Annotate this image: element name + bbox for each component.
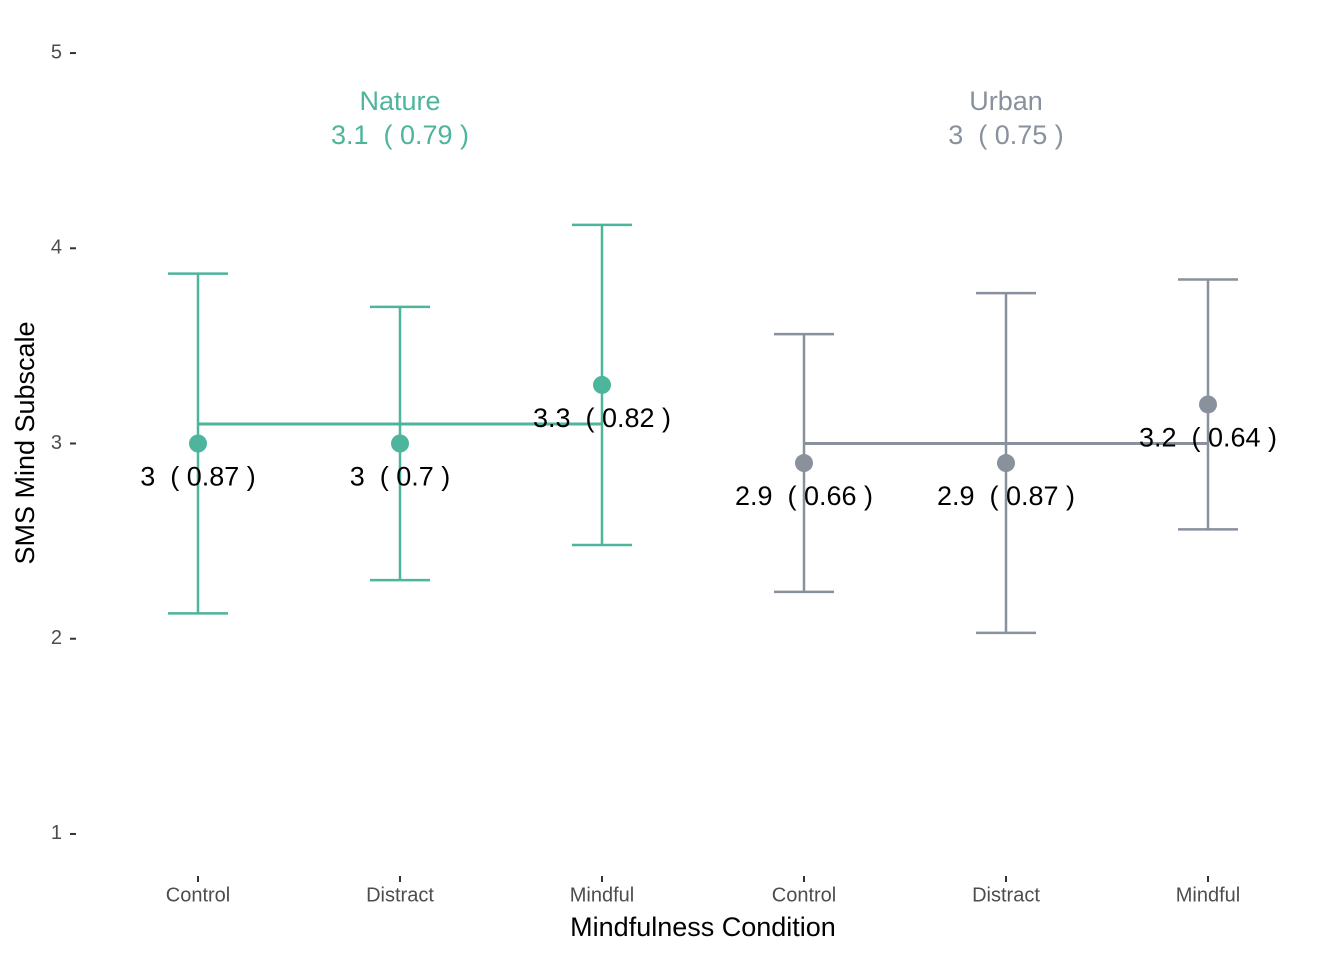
data-label: 3 ( 0.87 ) — [140, 462, 256, 492]
data-label: 2.9 ( 0.87 ) — [937, 481, 1075, 511]
data-label: 2.9 ( 0.66 ) — [735, 481, 873, 511]
x-axis-title: Mindfulness Condition — [570, 912, 836, 942]
x-tick-label: Control — [166, 884, 230, 906]
y-tick-label: 5 — [51, 41, 62, 63]
data-label: 3 ( 0.7 ) — [350, 462, 451, 492]
x-tick-label: Mindful — [1176, 884, 1240, 906]
mean-point — [593, 375, 611, 394]
x-tick-label: Distract — [972, 884, 1040, 906]
mean-point — [189, 434, 207, 453]
group-summary: 3.1 ( 0.79 ) — [331, 120, 469, 150]
mean-point — [1199, 395, 1217, 414]
group-summary: 3 ( 0.75 ) — [948, 120, 1064, 150]
y-tick-label: 2 — [51, 627, 62, 649]
mean-point — [391, 434, 409, 453]
mean-point — [997, 454, 1015, 473]
group-title: Nature — [359, 86, 440, 116]
y-tick-label: 3 — [51, 432, 62, 454]
data-label: 3.3 ( 0.82 ) — [533, 403, 671, 433]
group-title: Urban — [969, 86, 1043, 116]
y-axis-title: SMS Mind Subscale — [10, 321, 40, 564]
x-tick-label: Distract — [366, 884, 434, 906]
x-tick-label: Control — [772, 884, 836, 906]
data-label: 3.2 ( 0.64 ) — [1139, 423, 1277, 453]
mean-point — [795, 454, 813, 473]
x-tick-label: Mindful — [570, 884, 634, 906]
y-tick-label: 4 — [51, 237, 62, 259]
y-tick-label: 1 — [51, 822, 62, 844]
